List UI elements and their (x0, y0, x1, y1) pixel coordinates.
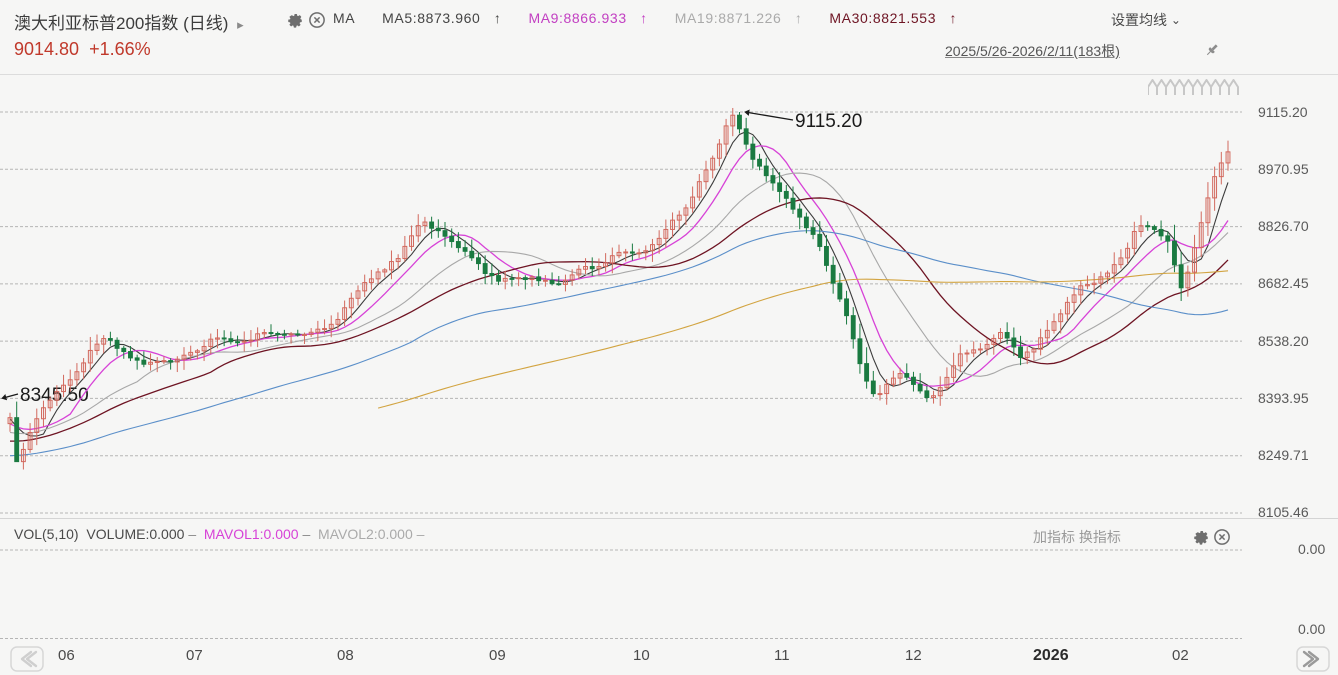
svg-text:9115.20: 9115.20 (795, 111, 862, 132)
